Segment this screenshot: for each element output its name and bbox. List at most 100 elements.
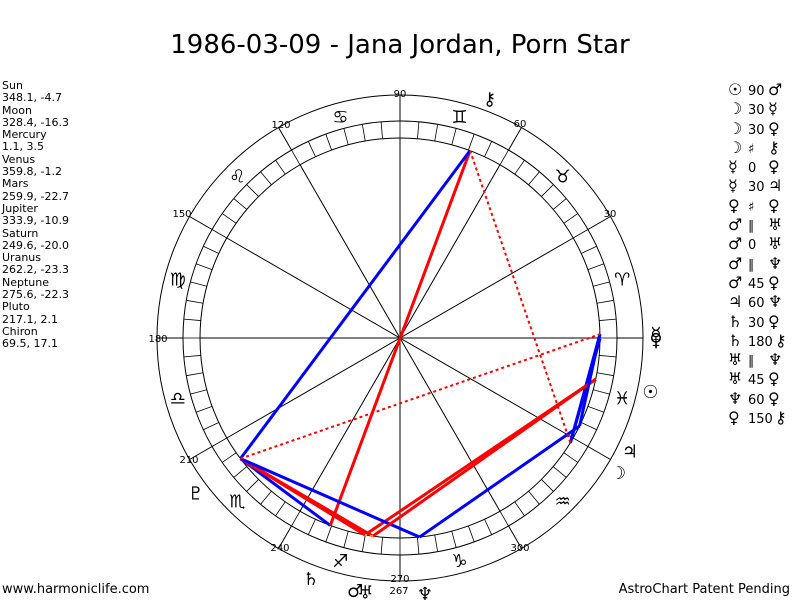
planet-position-list: Sun 348.1, -4.7 Moon 328.4, -16.3 Mercury 1.1…: [2, 79, 69, 351]
zodiac-sign-glyph: ♊︎: [451, 107, 467, 128]
degree-tick: [434, 124, 439, 142]
degree-tick: [307, 141, 316, 157]
planet-name-uranus: Uranus: [2, 251, 41, 265]
planet-name-moon: Moon: [2, 103, 32, 117]
degree-tick: [541, 479, 554, 492]
degree-tick: [596, 299, 614, 304]
zodiac-sign-glyph: ♏︎: [229, 492, 245, 513]
planet-glyph-uranus: ♅︎: [357, 583, 373, 600]
aspect-angle: 30: [748, 103, 765, 119]
aspect-angle: ∥: [748, 354, 755, 370]
planet-coords-saturn: 249.6, -20.0: [2, 238, 69, 252]
planet-name-chiron: Chiron: [2, 324, 38, 338]
degree-tick: [541, 184, 554, 197]
zodiac-sign-glyph: ♑︎: [451, 551, 467, 572]
degree-tick: [484, 519, 493, 535]
aspect-planet-2: ♀: [768, 157, 780, 177]
aspect-angle: 0: [748, 161, 757, 177]
aspect-planet-1: ☽: [728, 137, 743, 157]
chart-title: 1986-03-09 - Jana Jordan, Porn Star: [170, 30, 630, 60]
degree-tick: [514, 501, 525, 516]
aspect-line: [371, 378, 597, 538]
aspect-row: ♂ 0 ♅: [728, 234, 787, 253]
planet-name-venus: Venus: [2, 152, 36, 166]
aspect-planet-2: ⚷: [774, 330, 787, 350]
aspect-planet-1: ♄: [728, 311, 743, 331]
planet-glyph-mars: ♂︎: [347, 581, 363, 600]
aspect-planet-1: ♂: [728, 272, 743, 292]
degree-tick: [190, 281, 207, 287]
aspect-line: [239, 457, 332, 527]
aspect-row: ♅ 45 ♀: [728, 369, 787, 388]
aspect-planet-1: ♀: [728, 408, 740, 428]
degree-label: 30: [604, 209, 617, 220]
aspect-angle: 30: [748, 180, 765, 196]
degree-tick: [499, 511, 509, 527]
degree-label: 120: [271, 120, 290, 131]
aspect-angle: 45: [748, 276, 765, 292]
zodiac-sign-glyph: ♎︎: [170, 389, 186, 410]
aspect-row: ♂ ∥ ♆: [728, 254, 787, 273]
planet-coords-mercury: 1.1, 3.5: [2, 140, 44, 154]
aspect-angle: 30: [748, 315, 765, 331]
aspect-row: ♂ 45 ♀: [728, 273, 787, 292]
aspect-angle: ∥: [748, 219, 755, 235]
aspect-row: ☽ 30 ☿: [728, 99, 787, 118]
degree-tick: [211, 229, 227, 239]
degree-tick: [451, 128, 457, 145]
aspect-angle: 150: [748, 412, 773, 428]
degree-tick: [186, 372, 204, 377]
degree-label: 267: [389, 586, 408, 597]
planet-glyph-neptune: ♆︎: [417, 584, 433, 600]
degree-label: 180: [148, 334, 167, 345]
aspect-line: [364, 533, 374, 538]
aspect-angle: 60: [748, 392, 765, 408]
degree-tick: [291, 511, 301, 527]
degree-tick: [587, 263, 605, 270]
aspect-planet-2: ♀: [768, 369, 780, 389]
planet-glyph-moon: ☽︎: [610, 463, 626, 484]
degree-tick: [581, 245, 597, 254]
planet-glyph-jupiter: ♃︎: [622, 442, 638, 463]
aspect-planet-1: ☉: [728, 80, 743, 99]
website-link[interactable]: www.harmoniclife.com: [2, 582, 150, 597]
aspect-angle: 90: [748, 84, 765, 99]
planet-coords-chiron: 69.5, 17.1: [2, 337, 58, 351]
aspect-planet-2: ⚷: [768, 137, 780, 157]
planet-name-pluto: Pluto: [2, 300, 30, 314]
degree-tick: [211, 437, 227, 447]
planet-name-sun: Sun: [2, 79, 23, 92]
zodiac-sign-glyph: ♍︎: [170, 269, 186, 290]
planet-coords-mars: 259.9, -22.7: [2, 189, 69, 203]
aspect-planet-2: ♂: [768, 80, 783, 99]
degree-tick: [325, 525, 332, 543]
aspect-planet-1: ☽: [728, 99, 743, 119]
planet-glyph-sun: ☉︎: [642, 382, 658, 403]
degree-tick: [343, 128, 349, 145]
degree-tick: [343, 531, 349, 548]
aspect-planet-1: ♅: [728, 369, 743, 389]
degree-tick: [528, 171, 540, 186]
degree-tick: [563, 213, 578, 224]
planet-glyph-venus: ♀︎: [649, 330, 662, 351]
aspect-row: ♅ ∥ ♆: [728, 350, 787, 369]
aspect-planet-1: ☿: [728, 176, 738, 196]
degree-tick: [203, 245, 219, 254]
planet-coords-neptune: 275.6, -22.3: [2, 288, 69, 302]
degree-tick: [361, 124, 366, 142]
degree-tick: [599, 355, 617, 358]
degree-tick: [233, 466, 248, 478]
degree-label: 60: [514, 119, 527, 130]
degree-tick: [195, 406, 213, 413]
degree-label: 90: [394, 89, 407, 100]
aspect-planet-1: ♂: [728, 253, 743, 273]
aspect-line: [239, 457, 366, 537]
degree-tick: [434, 534, 439, 552]
planet-coords-jupiter: 333.9, -10.9: [2, 214, 69, 228]
aspect-planet-2: ♀: [768, 118, 780, 138]
aspect-row: ☿ 0 ♀: [728, 157, 787, 176]
aspect-angle: ∥: [748, 257, 755, 273]
degree-tick: [260, 171, 272, 186]
aspect-row: ♃ 60 ♆: [728, 292, 787, 311]
aspect-planet-2: ♅: [768, 215, 783, 235]
